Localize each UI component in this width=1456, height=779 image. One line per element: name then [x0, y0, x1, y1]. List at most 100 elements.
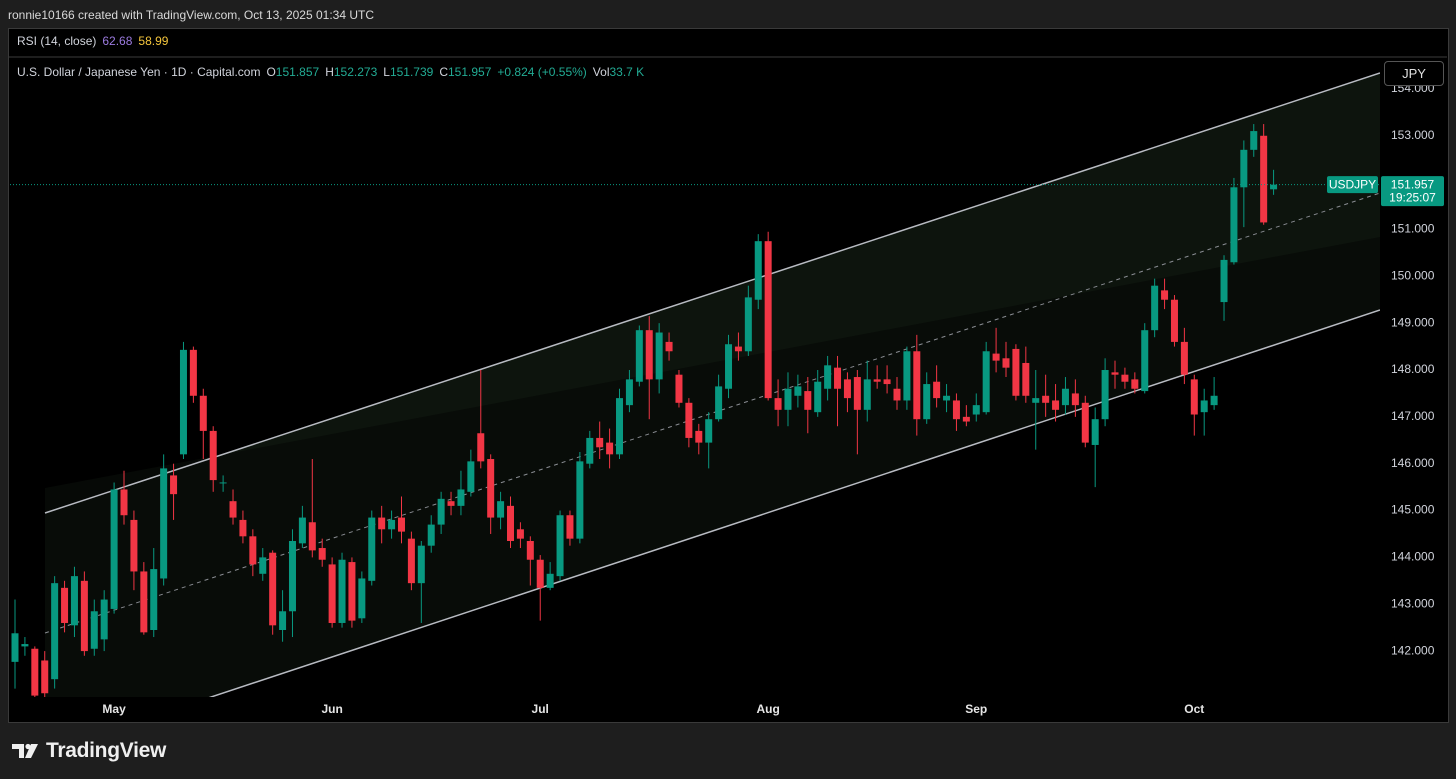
y-tick-label: 148.000 [1391, 362, 1435, 376]
logo-shape [12, 744, 24, 758]
candle-body [824, 365, 832, 389]
candle-body [160, 468, 168, 579]
candle-body [853, 377, 861, 410]
candle-body [1071, 393, 1079, 406]
candle-body [388, 519, 396, 530]
candle-body [1121, 374, 1129, 382]
candle-body [358, 578, 366, 619]
candle-body [229, 501, 237, 518]
x-tick-label: Oct [1184, 702, 1204, 716]
candle-body [744, 297, 752, 352]
candle-body [70, 576, 78, 626]
candle-body [21, 644, 29, 647]
candle-body [368, 517, 376, 581]
candle-body [348, 562, 356, 621]
candle-body [1190, 379, 1198, 415]
y-tick-label: 143.000 [1391, 596, 1435, 610]
candle-body [378, 517, 386, 530]
candle-body [249, 536, 257, 565]
candle-body [933, 381, 941, 399]
candle-body [189, 349, 197, 396]
candle-body [477, 433, 485, 462]
symbol-tag: USDJPY [1329, 177, 1376, 191]
candle-body [863, 379, 871, 410]
ohlc-value: 151.857 [275, 65, 320, 79]
candle-body [1240, 149, 1248, 188]
logo-dot [25, 743, 31, 750]
candle-body [1101, 370, 1109, 420]
candle-body [1230, 187, 1238, 263]
candle-body [586, 437, 594, 464]
candle-body [318, 548, 326, 560]
candle-body [427, 524, 435, 546]
candle-body [1151, 285, 1159, 331]
candle-body [526, 540, 534, 560]
candle-body [1061, 388, 1069, 406]
candle-body [625, 379, 633, 406]
candle-body [923, 384, 931, 420]
axes: 142.000 143.000 144.000 145.000 146.000 147.0… [10, 81, 1444, 716]
y-tick-label: 145.000 [1391, 503, 1435, 517]
rsi-legend: RSI (14, close) 62.68 58.99 [17, 34, 168, 48]
candle-body [1091, 419, 1099, 445]
x-tick-label: May [102, 702, 126, 716]
candle-body [596, 437, 604, 448]
candle-body [982, 351, 990, 413]
candle-body [397, 517, 405, 532]
ohlc-value: 152.273 [333, 65, 378, 79]
y-tick-label: 151.000 [1391, 222, 1435, 236]
countdown: 19:25:07 [1389, 190, 1436, 204]
candle-body [1042, 395, 1050, 403]
candle-body [170, 475, 178, 495]
candle-body [487, 459, 495, 518]
candle-body [110, 489, 118, 609]
candle-body [675, 374, 683, 403]
candle-body [179, 349, 187, 455]
candle-body [1260, 135, 1268, 223]
candle-body [1081, 402, 1089, 443]
candle-body [685, 402, 693, 438]
y-tick-label: 150.000 [1391, 268, 1435, 282]
channel-upper-line [44, 72, 1380, 514]
change: +0.824 (+0.55%) [497, 65, 587, 79]
candle-body [962, 416, 970, 422]
candle-body [1200, 400, 1208, 413]
candle-body [576, 461, 584, 539]
y-tick-label: 144.000 [1391, 550, 1435, 564]
candle-body [239, 519, 247, 537]
candle-body [1270, 184, 1278, 190]
candle-body [497, 501, 505, 518]
x-tick-label: Aug [756, 702, 779, 716]
candle-body [1032, 398, 1040, 403]
rsi-value: 58.99 [138, 34, 169, 48]
candle-body [754, 241, 762, 300]
candle-body [883, 379, 891, 385]
candle-body [61, 587, 69, 623]
ohlc-label: H [325, 65, 334, 79]
brand-logo [12, 743, 38, 758]
logo-shape [25, 744, 38, 758]
ohlc-label: O [266, 65, 276, 79]
candle-body [41, 660, 49, 694]
candle-body [665, 341, 673, 352]
candle-body [734, 346, 742, 352]
brand-name: TradingView [46, 739, 167, 762]
y-tick-label: 147.000 [1391, 409, 1435, 423]
candle-body [516, 529, 524, 539]
currency-button[interactable]: JPY [1384, 61, 1444, 86]
x-tick-label: Jul [532, 702, 549, 716]
candle-body [269, 552, 277, 626]
candle-body [209, 430, 217, 481]
candle-body [219, 482, 227, 484]
candle-body [1250, 131, 1258, 150]
candle-body [1220, 259, 1228, 303]
candle-body [259, 557, 267, 574]
candle-body [715, 386, 723, 420]
candle-body [725, 344, 733, 389]
candle-body [764, 241, 772, 399]
credit: ronnie10166 created with TradingView.com… [8, 8, 374, 22]
candle-body [913, 351, 921, 420]
candle-body [972, 405, 980, 415]
candle-body [437, 498, 445, 525]
